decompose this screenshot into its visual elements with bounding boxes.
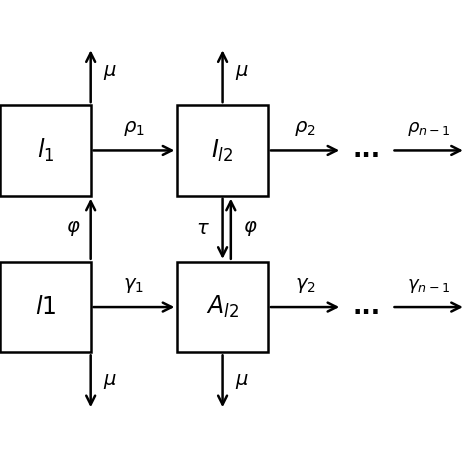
Text: $A_{l2}$: $A_{l2}$ <box>206 294 239 320</box>
Text: $\varphi$: $\varphi$ <box>66 219 81 238</box>
Bar <box>177 262 268 352</box>
Text: $\gamma_{n-1}$: $\gamma_{n-1}$ <box>407 277 450 295</box>
Text: $\gamma_2$: $\gamma_2$ <box>295 276 315 295</box>
Text: $I_{l2}$: $I_{l2}$ <box>211 137 234 164</box>
Text: $\varphi$: $\varphi$ <box>243 219 258 238</box>
Text: ...: ... <box>353 138 381 163</box>
Bar <box>0 105 91 196</box>
Text: $\rho_{n-1}$: $\rho_{n-1}$ <box>407 120 451 138</box>
Text: $\tau$: $\tau$ <box>196 220 210 238</box>
Text: $\mu$: $\mu$ <box>103 63 117 82</box>
Text: $\rho_2$: $\rho_2$ <box>294 119 316 138</box>
Text: $\gamma_1$: $\gamma_1$ <box>124 276 145 295</box>
Text: ...: ... <box>353 295 381 319</box>
Bar <box>0 262 91 352</box>
Bar <box>177 105 268 196</box>
Text: $\mu$: $\mu$ <box>235 372 249 391</box>
Text: $\mu$: $\mu$ <box>103 372 117 391</box>
Text: $l1$: $l1$ <box>35 296 56 319</box>
Text: $\rho_1$: $\rho_1$ <box>123 119 145 138</box>
Text: $\mu$: $\mu$ <box>235 63 249 82</box>
Text: $l_1$: $l_1$ <box>36 137 54 164</box>
